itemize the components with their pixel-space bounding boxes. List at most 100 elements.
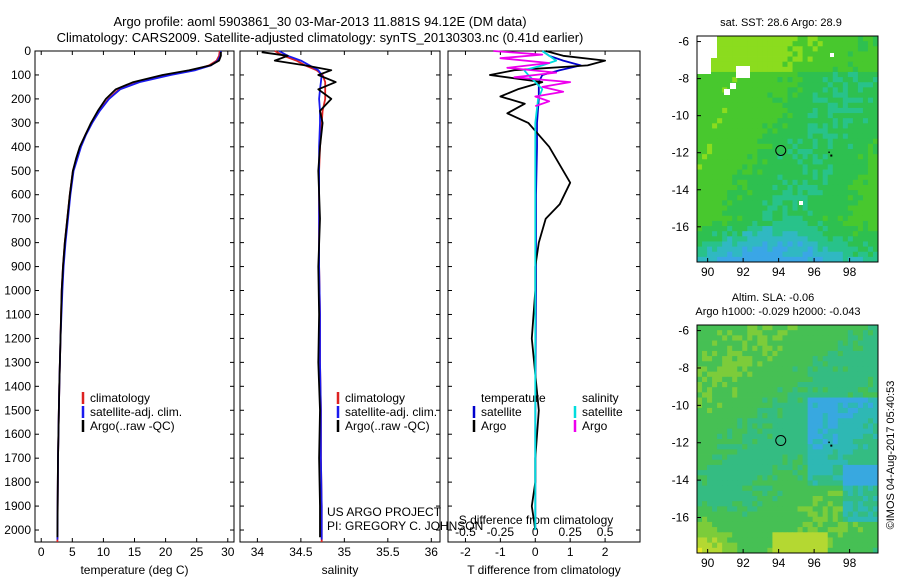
map-cell — [797, 356, 803, 362]
map-cell — [797, 118, 803, 124]
map-cell — [792, 325, 798, 331]
map-cell — [792, 231, 798, 237]
map-cell — [742, 356, 748, 362]
map-cell — [807, 41, 814, 47]
map-cell — [792, 387, 798, 393]
map-cell — [807, 190, 814, 196]
map-cell — [817, 413, 824, 419]
map-cell — [862, 210, 869, 217]
map-cell — [717, 413, 723, 419]
map-cell — [732, 459, 738, 466]
map-cell — [862, 169, 869, 176]
map-cell — [792, 485, 798, 492]
map-cell — [767, 371, 773, 378]
map-cell — [837, 82, 844, 88]
map-cell — [857, 36, 864, 42]
map-cell — [852, 169, 859, 176]
map-cell — [762, 371, 768, 378]
map-cell — [852, 527, 859, 533]
map-cell — [852, 371, 859, 378]
map-cell — [862, 459, 869, 466]
map-cell — [737, 128, 743, 134]
map-cell — [767, 77, 773, 83]
map-cell — [832, 470, 839, 476]
map-cell — [697, 350, 703, 357]
map-cell — [697, 454, 703, 461]
map-cell — [862, 537, 869, 544]
map-cell — [822, 361, 829, 367]
map-cell — [822, 428, 829, 435]
map-cell — [722, 251, 728, 258]
map-cell — [857, 102, 864, 109]
map-cell — [732, 413, 738, 419]
map-cell — [777, 470, 783, 476]
map-cell — [737, 521, 743, 528]
map-cell — [852, 376, 859, 383]
map-cell — [872, 537, 879, 544]
map-cell — [822, 236, 829, 242]
map-cell — [817, 195, 824, 201]
map-cell — [802, 113, 809, 119]
map-cell — [747, 46, 753, 52]
map-cell — [752, 402, 758, 409]
map-cell — [857, 215, 864, 222]
map-cell — [822, 149, 829, 155]
map-cell — [802, 159, 809, 165]
map-cell — [697, 407, 703, 414]
map-cell — [792, 97, 798, 104]
map-cell — [872, 376, 879, 383]
map-cell — [727, 345, 733, 352]
map-cell — [812, 92, 819, 99]
map-cell — [807, 51, 814, 57]
map-cell — [737, 236, 743, 242]
map-cell — [747, 330, 753, 336]
map-cell — [797, 387, 803, 393]
map-cell — [847, 490, 854, 497]
map-cell — [837, 133, 844, 140]
map-cell — [772, 382, 778, 388]
map-cell — [697, 159, 703, 165]
map-cell — [847, 361, 854, 367]
map-cell — [697, 325, 703, 331]
map-cell — [707, 154, 713, 160]
map-cell — [732, 485, 738, 492]
map-cell — [842, 41, 849, 47]
map-cell — [792, 138, 798, 145]
map-cell — [717, 231, 723, 237]
map-cell — [777, 210, 783, 217]
map-cell — [777, 205, 783, 212]
map-cell — [862, 490, 869, 497]
map-cell — [812, 46, 819, 52]
map-cell — [762, 330, 768, 336]
map-cell — [807, 164, 814, 170]
map-cell — [832, 444, 839, 450]
map-cell — [702, 366, 708, 373]
map-cell — [757, 423, 763, 430]
map-cell — [802, 506, 809, 512]
map-cell — [787, 402, 793, 409]
map-cell — [737, 241, 743, 247]
map-cell — [732, 496, 738, 502]
map-cell — [752, 215, 758, 222]
map-cell — [747, 501, 753, 507]
map-cell — [772, 439, 778, 445]
map-cell — [862, 118, 869, 124]
map-cell — [752, 195, 758, 201]
map-cell — [837, 490, 844, 497]
map-cell — [817, 184, 824, 191]
map-cell — [812, 123, 819, 129]
map-cell — [857, 407, 864, 414]
map-cell — [742, 407, 748, 414]
map-cell — [772, 46, 778, 52]
missing-data-patch — [736, 66, 750, 78]
map-cell — [797, 490, 803, 497]
map-cell — [752, 220, 758, 227]
map-cell — [857, 475, 864, 481]
map-cell — [847, 387, 854, 393]
map-cell — [702, 200, 708, 206]
map-cell — [702, 113, 708, 119]
map-cell — [747, 102, 753, 109]
map-cell — [802, 46, 809, 52]
x-tick-label: 1 — [567, 545, 574, 559]
map-cell — [862, 220, 869, 227]
